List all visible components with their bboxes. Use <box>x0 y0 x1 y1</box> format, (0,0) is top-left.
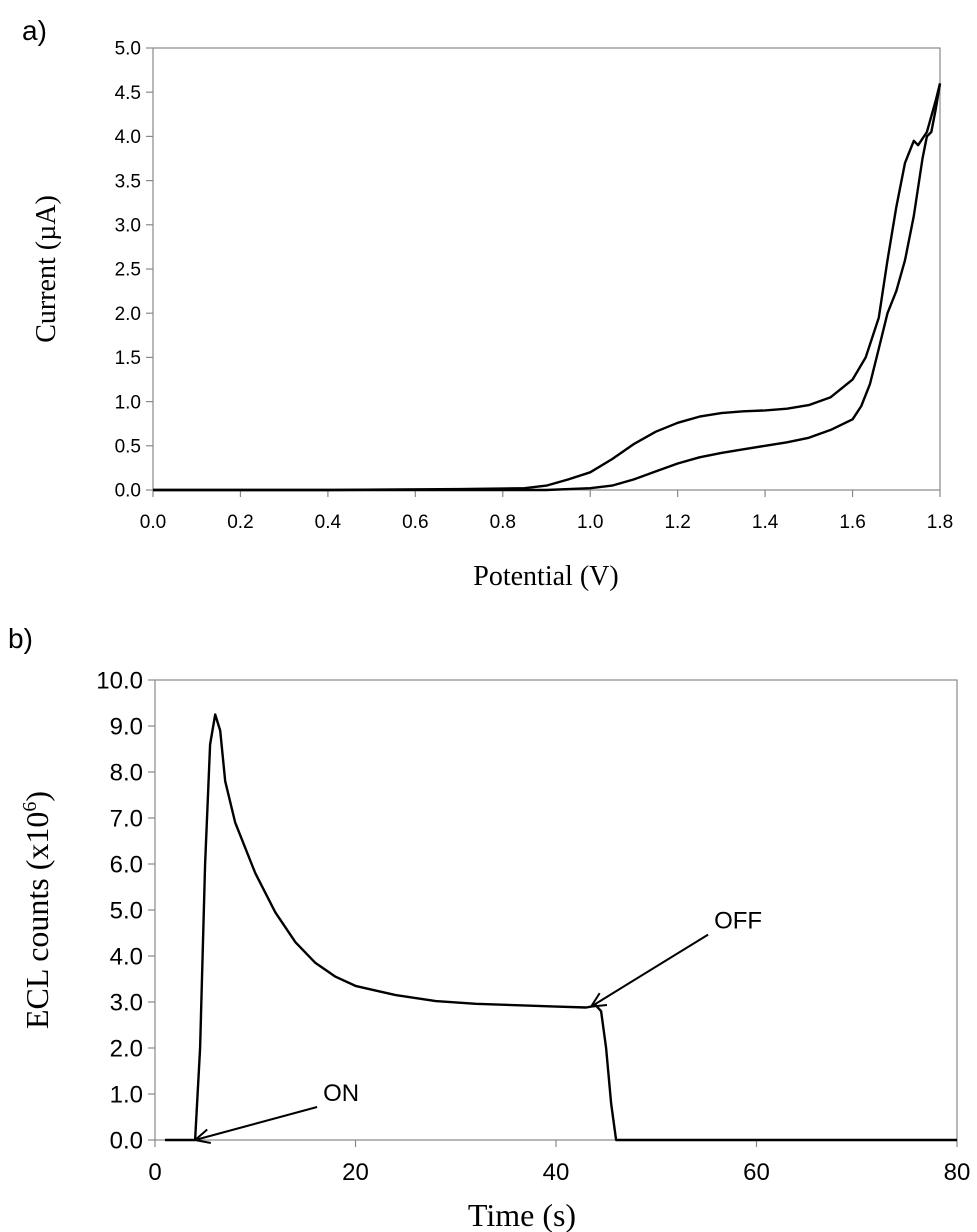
y-axis-label-a: Current (µA) <box>31 195 62 343</box>
x-tick-label: 0.0 <box>140 512 166 533</box>
x-axis-label-a: Potential (V) <box>473 561 618 592</box>
x-tick-label: 1.6 <box>839 512 865 533</box>
y-tick-label: 1.0 <box>110 1081 143 1108</box>
y-tick-label: 1.5 <box>115 348 141 369</box>
x-tick-label: 0.6 <box>402 512 428 533</box>
chart-time-ecl: 0.0 1.0 2.0 3.0 4.0 5.0 6.0 7.0 8.0 9.0 10.0 0 20 40… <box>19 667 970 1232</box>
y-axis-label-b: ECL counts (x106) <box>19 791 55 1029</box>
y-axis-label-b-sup: 6 <box>19 802 41 812</box>
x-tick-label: 1.2 <box>664 512 690 533</box>
y-tick-label: 5.0 <box>110 897 143 924</box>
annotation-arrow-on <box>194 1106 318 1141</box>
x-tick-label: 80 <box>944 1159 971 1186</box>
y-tick-label: 6.0 <box>110 851 143 878</box>
annotation-off: OFF <box>714 908 762 935</box>
x-tick-label: 1.0 <box>577 512 603 533</box>
y-tick-label: 3.0 <box>110 989 143 1016</box>
series-line-2 <box>153 83 942 492</box>
y-tick-label: 2.5 <box>115 260 141 281</box>
y-tick-label: 3.0 <box>115 215 141 236</box>
y-tick-label: 8.0 <box>110 759 143 786</box>
y-tick-label: 2.0 <box>110 1035 143 1062</box>
annotation-on: ON <box>323 1080 359 1107</box>
x-tick-label: 0.4 <box>315 512 342 533</box>
y-tick-label: 0.5 <box>115 436 141 457</box>
y-tick-label: 0.0 <box>115 481 141 502</box>
series-line-1 <box>165 713 957 1142</box>
y-axis-label-b-suffix: ) <box>19 791 55 802</box>
y-tick-label: 7.0 <box>110 805 143 832</box>
x-tick-label: 20 <box>342 1159 369 1186</box>
arrowhead-icon <box>192 1128 211 1144</box>
x-tick-label: 1.4 <box>752 512 779 533</box>
y-tick-label: 4.0 <box>115 127 141 148</box>
panel-b-label: b) <box>8 623 33 654</box>
arrowhead-icon <box>589 992 608 1008</box>
x-tick-label: 0.2 <box>227 512 253 533</box>
panel-a-label: a) <box>22 15 47 46</box>
y-tick-label: 1.0 <box>115 392 141 413</box>
y-axis-label-b-main: ECL counts (x10 <box>19 812 55 1029</box>
x-tick-label: 1.8 <box>927 512 953 533</box>
y-tick-label: 2.0 <box>115 304 141 325</box>
x-tick-label: 0 <box>148 1159 161 1186</box>
x-tick-label: 40 <box>543 1159 570 1186</box>
x-axis-label-b: Time (s) <box>468 1197 576 1232</box>
y-tick-label: 3.5 <box>115 171 141 192</box>
series-line-1 <box>153 83 942 492</box>
x-tick-label: 0.8 <box>490 512 516 533</box>
chart-potential-current: 0.0 0.5 1.0 1.5 2.0 2.5 3.0 3.5 4.0 4.5 5.0 0.0 0.2… <box>31 39 953 592</box>
annotation-arrow-off <box>590 933 709 1008</box>
y-tick-label: 4.5 <box>115 83 141 104</box>
y-tick-label: 0.0 <box>110 1127 143 1154</box>
plot-frame-a <box>152 47 941 491</box>
x-tick-label: 60 <box>743 1159 770 1186</box>
y-tick-label: 4.0 <box>110 943 143 970</box>
y-tick-label: 5.0 <box>115 39 141 60</box>
y-tick-label: 9.0 <box>110 713 143 740</box>
y-tick-label: 10.0 <box>96 667 143 694</box>
